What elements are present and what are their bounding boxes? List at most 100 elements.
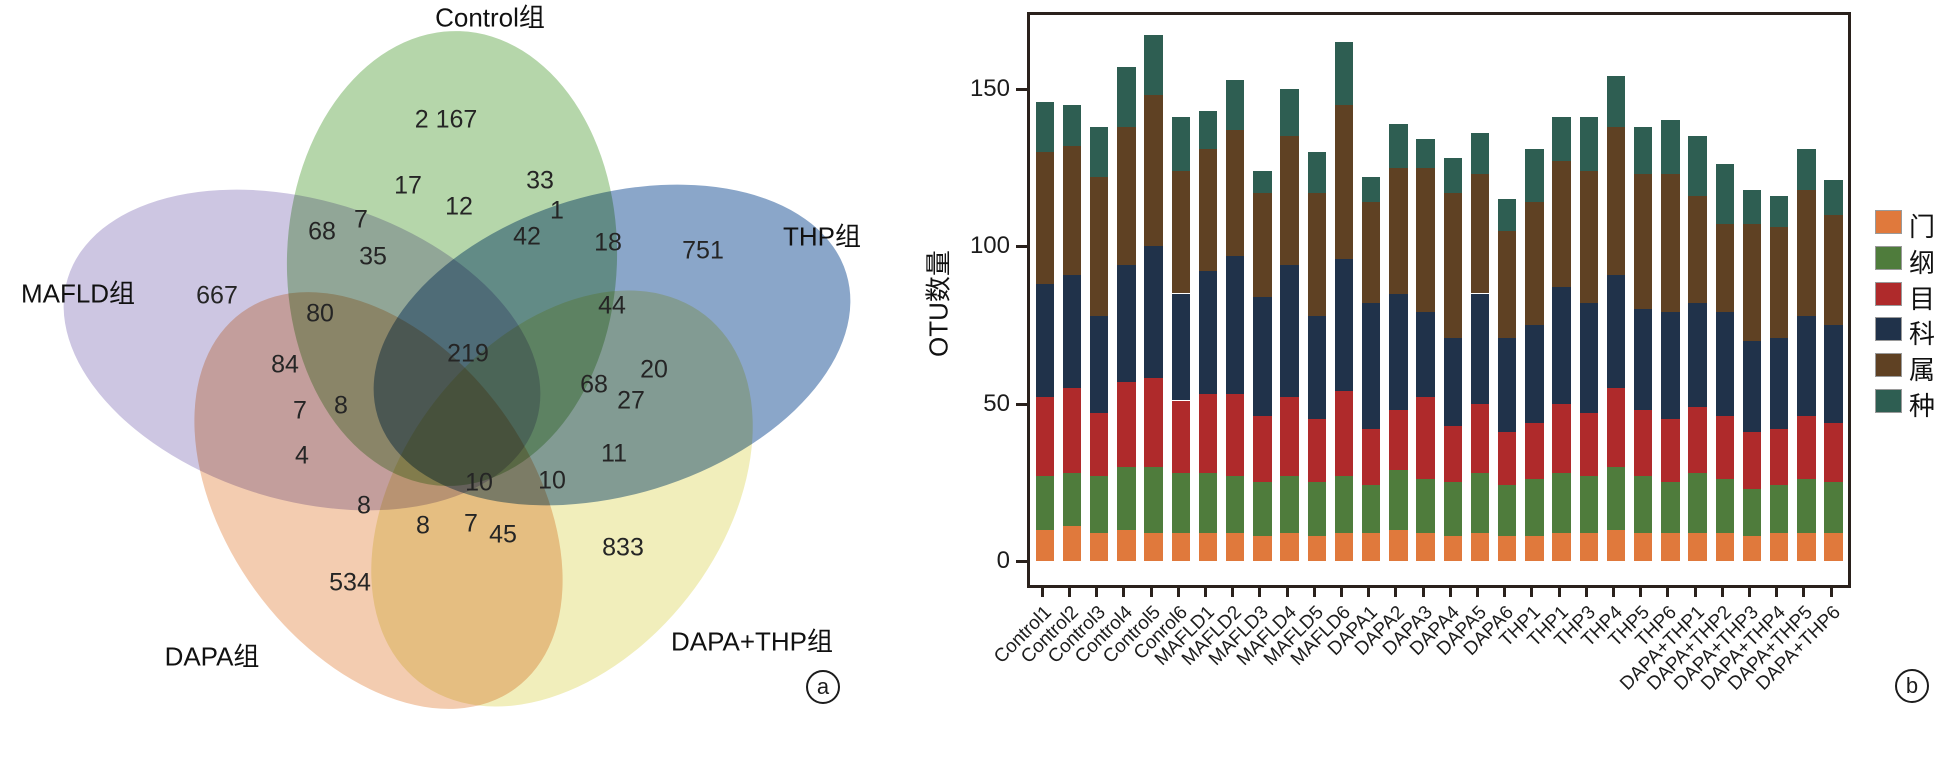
bar-segment-门-DAPA2 bbox=[1389, 529, 1408, 561]
bar-segment-纲-THP3 bbox=[1579, 476, 1598, 533]
y-tick bbox=[1016, 87, 1027, 91]
bar-segment-门-Conrol6 bbox=[1171, 532, 1190, 561]
bar-segment-科-DAPA+THP5 bbox=[1797, 315, 1816, 417]
y-tick-label-100: 100 bbox=[969, 232, 1010, 260]
bar-segment-门-Control2 bbox=[1062, 526, 1082, 561]
x-tick bbox=[1095, 588, 1099, 597]
bar-segment-纲-DAPA+THP1 bbox=[1688, 472, 1707, 533]
bar-segment-门-DAPA5 bbox=[1470, 532, 1490, 561]
legend-label: 目 bbox=[1909, 283, 1936, 314]
bar-segment-科-THP1 bbox=[1525, 324, 1544, 423]
x-tick bbox=[1040, 588, 1044, 597]
bar-segment-种-THP5 bbox=[1633, 126, 1653, 174]
bar-segment-门-THP5 bbox=[1633, 532, 1653, 561]
bar-segment-门-DAPA+THP5 bbox=[1797, 532, 1816, 561]
legend-swatch bbox=[1875, 389, 1902, 413]
bar-segment-科-DAPA2 bbox=[1389, 293, 1408, 410]
bar-segment-科-DAPA+THP1 bbox=[1688, 302, 1707, 407]
bar-segment-门-DAPA4 bbox=[1443, 535, 1462, 561]
bar-segment-属-THP4 bbox=[1606, 126, 1626, 275]
bar-segment-属-MAFLD1 bbox=[1198, 148, 1218, 272]
x-tick bbox=[1639, 588, 1643, 597]
bar-segment-门-Control4 bbox=[1117, 529, 1136, 561]
venn-region-count: 8 bbox=[357, 491, 371, 520]
bar-segment-种-DAPA3 bbox=[1416, 139, 1435, 168]
bar-segment-门-THP6 bbox=[1661, 532, 1680, 561]
legend-label: 纲 bbox=[1909, 247, 1936, 278]
bar-segment-纲-Conrol6 bbox=[1171, 472, 1190, 533]
bar-segment-纲-Control1 bbox=[1035, 476, 1054, 530]
bar-segment-科-DAPA+THP3 bbox=[1742, 340, 1762, 432]
bar-segment-纲-MAFLD6 bbox=[1334, 476, 1354, 533]
bar-segment-科-Control2 bbox=[1062, 274, 1082, 388]
legend-label: 种 bbox=[1909, 391, 1936, 421]
bar-segment-种-THP1 bbox=[1525, 148, 1544, 203]
x-tick bbox=[1584, 588, 1588, 597]
venn-region-count: 219 bbox=[447, 339, 489, 368]
bar-segment-属-MAFLD6 bbox=[1334, 104, 1354, 259]
bar-segment-目-MAFLD5 bbox=[1307, 419, 1326, 483]
bar-segment-纲-DAPA+THP2 bbox=[1715, 479, 1734, 533]
venn-region-count: 534 bbox=[329, 568, 371, 597]
bar-segment-属-DAPA1 bbox=[1361, 202, 1381, 303]
bar-segment-种-Control3 bbox=[1089, 126, 1109, 178]
bar-segment-属-DAPA2 bbox=[1389, 167, 1408, 294]
x-tick bbox=[1530, 588, 1534, 597]
bar-segment-科-THP5 bbox=[1633, 309, 1653, 410]
bar-segment-目-MAFLD6 bbox=[1334, 391, 1354, 477]
x-tick bbox=[1122, 588, 1126, 597]
bar-segment-属-DAPA+THP2 bbox=[1715, 224, 1734, 313]
bar-segment-目-DAPA3 bbox=[1416, 397, 1435, 480]
venn-region-count: 27 bbox=[617, 386, 645, 415]
y-tick-label-0: 0 bbox=[996, 547, 1010, 574]
bar-segment-纲-Control5 bbox=[1144, 466, 1163, 533]
legend-item-科: 科 bbox=[1875, 317, 1945, 349]
venn-region-count: 2 167 bbox=[414, 105, 478, 134]
venn-region-count: 45 bbox=[489, 520, 517, 549]
bar-segment-门-MAFLD3 bbox=[1253, 535, 1272, 561]
bar-segment-门-Control5 bbox=[1144, 532, 1163, 561]
x-tick bbox=[1747, 588, 1751, 597]
bar-segment-纲-Control4 bbox=[1117, 466, 1136, 530]
venn-region-count: 7 bbox=[464, 509, 478, 538]
bar-segment-属-DAPA+THP5 bbox=[1797, 189, 1816, 316]
venn-region-count: 667 bbox=[196, 281, 238, 310]
venn-set-label-control: Control组 bbox=[435, 2, 545, 33]
bar-segment-纲-THP1 bbox=[1552, 472, 1571, 533]
venn-set-label-mafld: MAFLD组 bbox=[20, 278, 136, 309]
bar-segment-科-MAFLD5 bbox=[1307, 315, 1326, 420]
bar-segment-目-MAFLD2 bbox=[1225, 394, 1245, 477]
bar-segment-门-MAFLD5 bbox=[1307, 535, 1326, 561]
bar-segment-种-DAPA5 bbox=[1470, 133, 1490, 174]
venn-region-count: 12 bbox=[445, 192, 473, 221]
bar-segment-科-DAPA6 bbox=[1497, 337, 1517, 432]
venn-diagram-panel: Control组 THP组 MAFLD组 DAPA组 DAPA+THP组 2 167 17 3… bbox=[0, 0, 995, 780]
bar-segment-种-DAPA+THP3 bbox=[1742, 189, 1762, 225]
venn-region-count: 68 bbox=[580, 370, 608, 399]
bar-segment-门-DAPA+THP3 bbox=[1742, 535, 1762, 561]
legend-swatch bbox=[1875, 210, 1902, 234]
venn-region-count: 17 bbox=[394, 171, 422, 200]
bar-segment-属-THP1 bbox=[1552, 161, 1571, 288]
bar-segment-种-MAFLD6 bbox=[1334, 41, 1354, 105]
bar-segment-属-DAPA+THP3 bbox=[1742, 224, 1762, 341]
bar-segment-目-DAPA4 bbox=[1443, 425, 1462, 483]
x-tick bbox=[1285, 588, 1289, 597]
bar-segment-门-DAPA+THP4 bbox=[1769, 532, 1789, 561]
bar-segment-门-THP1 bbox=[1552, 532, 1571, 561]
bar-segment-科-DAPA+THP2 bbox=[1715, 312, 1734, 417]
x-tick bbox=[1258, 588, 1262, 597]
bar-segment-属-Control3 bbox=[1089, 177, 1109, 316]
bar-segment-目-Control5 bbox=[1144, 378, 1163, 467]
bar-segment-目-DAPA2 bbox=[1389, 409, 1408, 470]
bar-segment-科-THP6 bbox=[1661, 312, 1680, 420]
x-tick bbox=[1448, 588, 1452, 597]
bar-segment-种-THP3 bbox=[1579, 117, 1598, 171]
legend-swatch bbox=[1875, 281, 1902, 306]
bar-segment-纲-DAPA3 bbox=[1416, 479, 1435, 533]
legend-label: 门 bbox=[1909, 212, 1936, 242]
legend-label: 属 bbox=[1909, 355, 1936, 386]
bar-segment-种-DAPA2 bbox=[1389, 123, 1408, 168]
x-tick bbox=[1666, 588, 1670, 597]
